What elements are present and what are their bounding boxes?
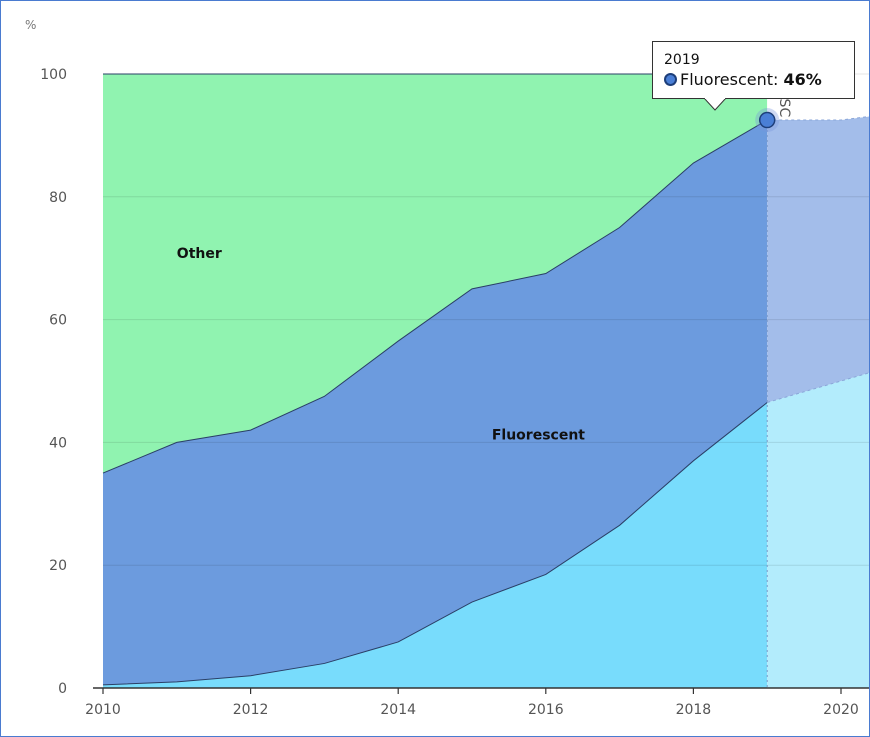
boundary-fluorescent-projected <box>767 116 869 121</box>
tooltip-pointer <box>704 98 726 111</box>
area-outlines: SC <box>102 73 869 688</box>
area-other <box>103 74 768 474</box>
tooltip-year: 2019 <box>664 52 700 68</box>
highlight-point[interactable] <box>758 111 776 129</box>
highlight-layer <box>755 108 780 133</box>
y-tick-label: 100 <box>40 67 67 83</box>
y-unit-label: % <box>25 18 36 32</box>
x-tick-label: 2020 <box>823 702 859 718</box>
axes: 0 20 40 60 80 100 2010 2012 2014 2016 2018 2020 <box>40 67 869 718</box>
x-tick-label: 2016 <box>528 702 564 718</box>
area-fluorescent-projected <box>767 116 869 403</box>
x-tick-label: 2010 <box>85 702 121 718</box>
boundary-bottom-projected <box>767 372 869 403</box>
area-fluorescent <box>103 120 768 685</box>
boundary-bottom <box>102 402 768 686</box>
x-tick-label: 2012 <box>233 702 269 718</box>
y-tick-label: 20 <box>49 558 67 574</box>
hover-tooltip: 2019 Fluorescent: 46% <box>652 41 855 99</box>
series-dot-icon <box>664 73 677 86</box>
x-tick-label: 2018 <box>676 702 712 718</box>
cutoff-marker-label: SC <box>776 99 792 118</box>
area-bottom-projected <box>767 372 869 688</box>
x-tick-label: 2014 <box>380 702 416 718</box>
area-label-other: Other <box>177 246 222 262</box>
tooltip-row: Fluorescent: 46% <box>664 70 822 89</box>
area-layer <box>103 74 869 688</box>
area-labels: Other Fluorescent <box>177 246 585 443</box>
y-tick-label: 0 <box>58 681 67 697</box>
y-tick-label: 80 <box>49 190 67 206</box>
y-tick-label: 60 <box>49 313 67 329</box>
boundary-fluorescent <box>102 119 768 474</box>
area-label-fluorescent: Fluorescent <box>492 427 585 443</box>
y-tick-label: 40 <box>49 435 67 451</box>
tooltip-value: 46% <box>783 70 822 89</box>
area-bottom <box>103 402 768 688</box>
tooltip-series-label: Fluorescent: <box>680 70 779 89</box>
